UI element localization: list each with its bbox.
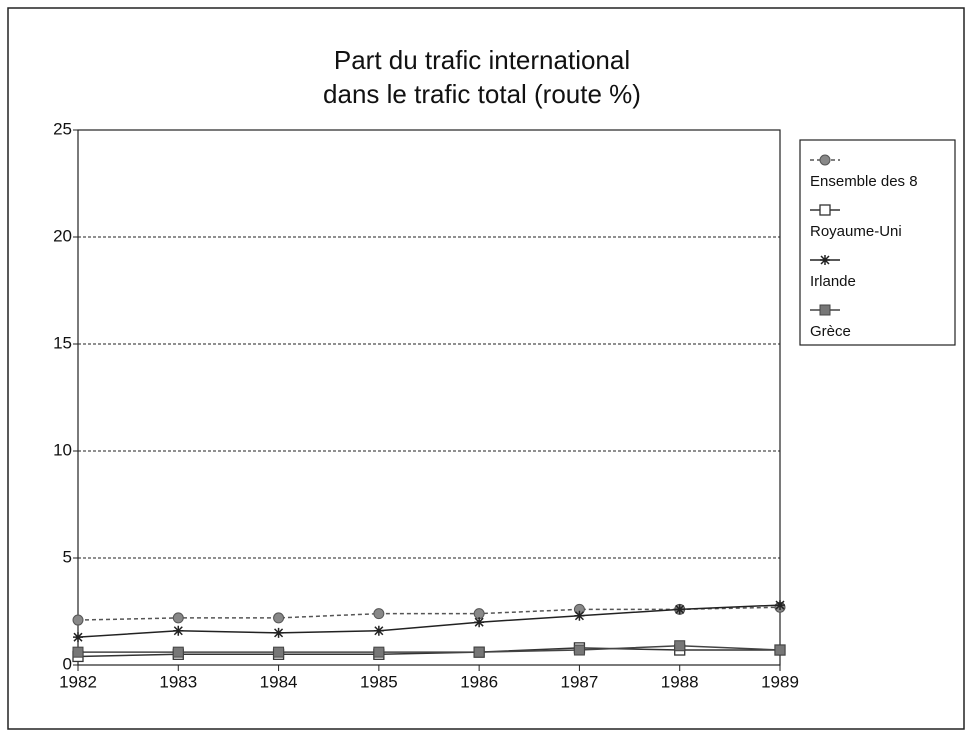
series-line [78, 644, 781, 653]
legend-label: Ensemble des 8 [810, 173, 918, 190]
chart-title: dans le trafic total (route %) [323, 79, 641, 109]
legend-label: Grèce [810, 323, 851, 340]
series-marker [72, 614, 84, 626]
x-tick-label: 1986 [460, 672, 498, 691]
legend-label: Royaume-Uni [810, 223, 902, 240]
legend-marker [819, 304, 831, 316]
series-marker [474, 617, 485, 628]
series-line [77, 647, 780, 658]
series-marker [573, 644, 585, 656]
x-tick-label: 1984 [260, 672, 298, 691]
x-tick-label: 1985 [360, 672, 398, 691]
legend-marker [819, 204, 831, 216]
legend-marker [819, 154, 831, 166]
y-tick-label: 20 [53, 226, 72, 245]
y-tick-label: 5 [63, 547, 72, 566]
series-marker [172, 612, 184, 624]
series-marker [775, 600, 785, 611]
x-tick-label: 1989 [761, 672, 799, 691]
legend-marker [820, 255, 830, 265]
x-tick-label: 1987 [561, 672, 599, 691]
series-marker [473, 608, 485, 620]
series-marker [172, 646, 184, 658]
series-marker [273, 627, 284, 638]
frame [7, 7, 965, 730]
x-tick-label: 1983 [159, 672, 197, 691]
x-tick-label: 1988 [661, 672, 699, 691]
y-tick-label: 0 [63, 654, 72, 673]
chart-title: Part du trafic international [334, 45, 630, 75]
y-tick-label: 10 [53, 440, 72, 459]
series-marker [373, 625, 384, 636]
series-marker [674, 640, 686, 652]
series-marker [674, 604, 685, 615]
series-line [77, 606, 781, 621]
series-marker [473, 646, 485, 658]
series-marker [574, 610, 585, 621]
series-marker [273, 646, 285, 658]
y-tick-label: 25 [53, 119, 72, 138]
series-marker [373, 646, 385, 658]
y-tick-label: 15 [53, 333, 72, 352]
series-marker [373, 608, 385, 620]
series-marker [73, 632, 83, 643]
series-marker [72, 646, 84, 658]
plot-area [77, 129, 781, 666]
legend-label: Irlande [810, 273, 856, 290]
series-marker [273, 612, 285, 624]
series-marker [774, 644, 786, 656]
series-marker [173, 625, 184, 636]
x-tick-label: 1982 [59, 672, 97, 691]
series-line [77, 604, 781, 638]
